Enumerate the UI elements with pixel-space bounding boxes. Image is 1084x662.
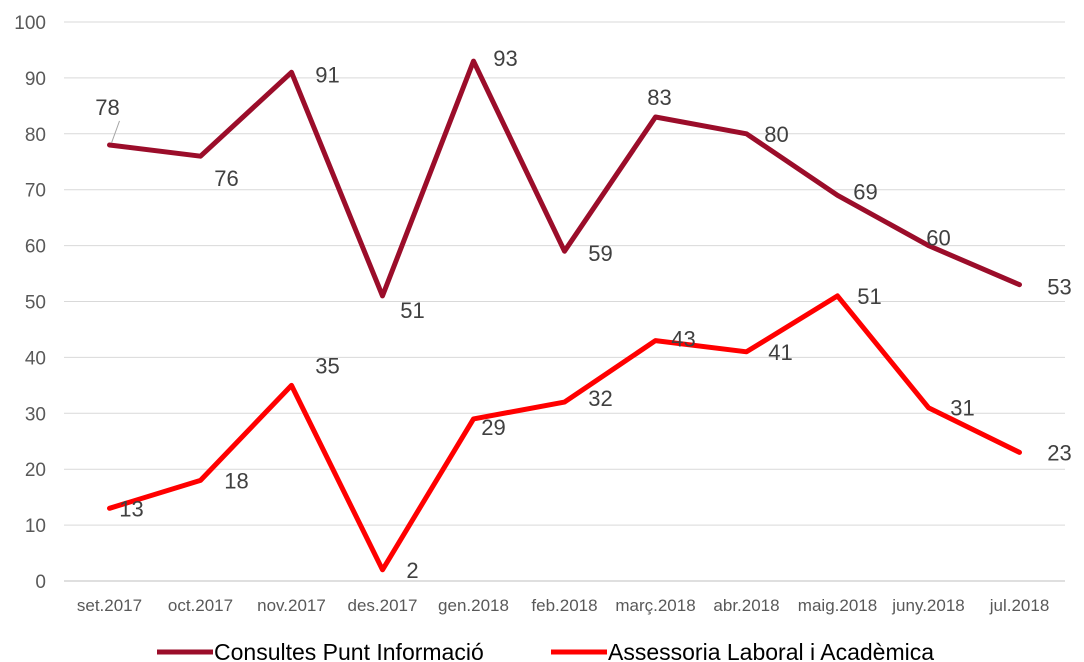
y-tick-label: 40: [25, 348, 46, 369]
data-label: 78: [95, 95, 119, 120]
data-label: 76: [214, 166, 238, 191]
data-label: 69: [853, 179, 877, 204]
x-tick-label: maig.2018: [798, 596, 877, 615]
data-label: 23: [1047, 440, 1071, 465]
x-tick-label: abr.2018: [713, 596, 779, 615]
x-tick-label: març.2018: [615, 596, 695, 615]
data-label: 60: [926, 226, 950, 251]
data-label: 18: [224, 468, 248, 493]
y-tick-label: 30: [25, 404, 46, 425]
series-line-2: [107, 293, 1022, 573]
series-lines: [107, 58, 1022, 573]
data-label: 13: [119, 496, 143, 521]
y-tick-label: 70: [25, 181, 46, 202]
y-tick-label: 90: [25, 69, 46, 90]
data-label: 41: [768, 340, 792, 365]
legend-label: Consultes Punt Informació: [214, 639, 484, 662]
y-tick-label: 50: [25, 293, 46, 314]
x-tick-label: feb.2018: [531, 596, 597, 615]
y-axis: 0 10 20 30 40 50 60 70 80 90 100: [14, 13, 46, 593]
data-label: 35: [315, 353, 339, 378]
x-tick-label: set.2017: [77, 596, 142, 615]
data-label: 51: [400, 298, 424, 323]
data-label: 29: [481, 415, 505, 440]
x-tick-label: oct.2017: [168, 596, 233, 615]
gridlines: [64, 21, 1065, 582]
data-label: 93: [493, 46, 517, 71]
x-tick-label: juny.2018: [891, 596, 964, 615]
legend: Consultes Punt Informació Assessoria Labo…: [157, 639, 934, 662]
x-tick-label: jul.2018: [989, 596, 1050, 615]
y-tick-label: 80: [25, 125, 46, 146]
data-label: 59: [588, 241, 612, 266]
label-leader-line: [111, 120, 120, 144]
data-label: 32: [588, 386, 612, 411]
data-label: 31: [950, 396, 974, 421]
data-label: 43: [671, 327, 695, 352]
data-labels: 78 76 91 51 93 59 83 80 69 60 53 13 18 35 2 29 32 43 41 51 3…: [95, 46, 1071, 583]
data-label: 80: [764, 122, 788, 147]
data-label: 83: [647, 85, 671, 110]
legend-label: Assessoria Laboral i Acadèmica: [608, 639, 934, 662]
data-label: 2: [406, 558, 418, 583]
x-tick-label: gen.2018: [438, 596, 509, 615]
x-tick-label: des.2017: [348, 596, 418, 615]
data-label: 91: [315, 62, 339, 87]
data-label: 53: [1047, 275, 1071, 300]
y-tick-label: 0: [35, 572, 46, 593]
x-axis: set.2017 oct.2017 nov.2017 des.2017 gen.2018…: [77, 596, 1049, 615]
series-line-1: [107, 58, 1022, 299]
y-tick-label: 20: [25, 460, 46, 481]
y-tick-label: 10: [25, 516, 46, 537]
y-tick-label: 60: [25, 237, 46, 258]
x-tick-label: nov.2017: [257, 596, 326, 615]
data-label: 51: [857, 284, 881, 309]
y-tick-label: 100: [14, 13, 46, 34]
